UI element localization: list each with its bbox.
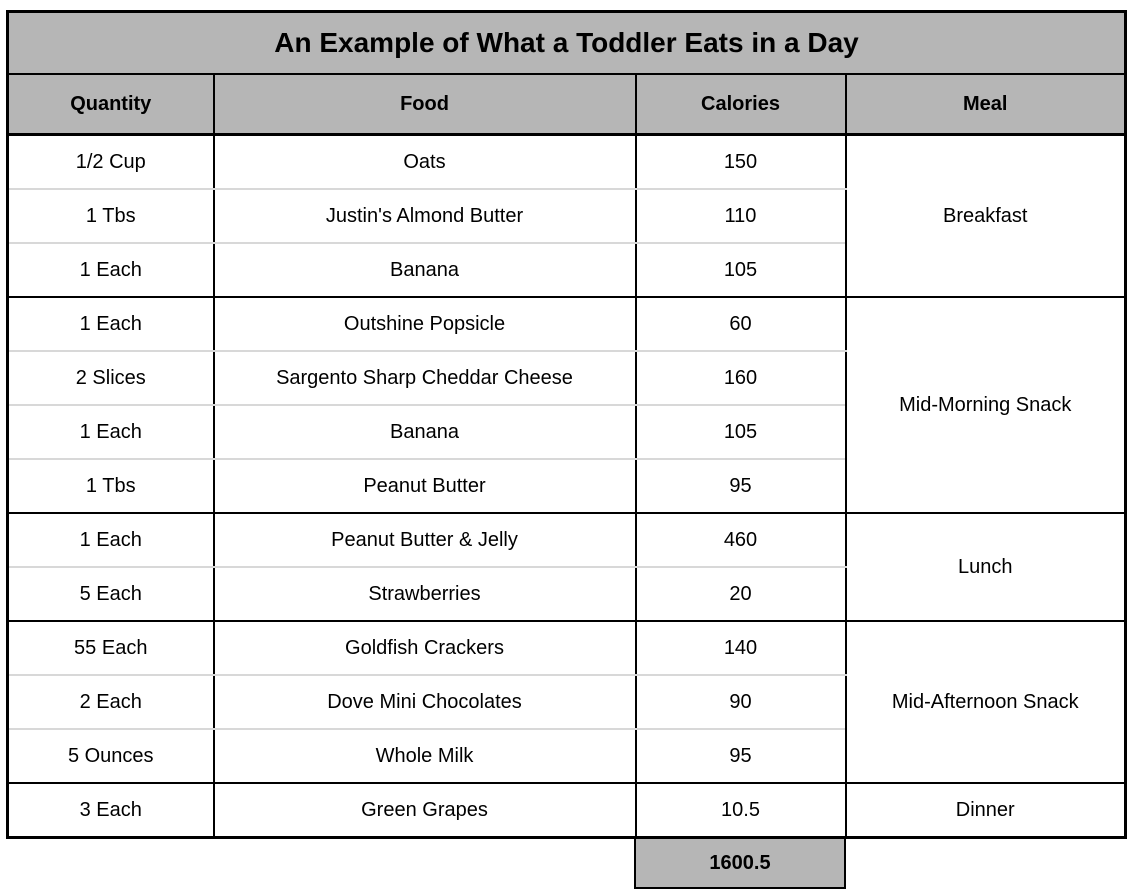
cell-food: Outshine Popsicle: [212, 297, 637, 352]
cell-calories: 160: [634, 351, 847, 406]
cell-food: Peanut Butter & Jelly: [212, 513, 637, 568]
cell-calories: 460: [634, 513, 847, 568]
meal-group-cell: Dinner: [844, 783, 1127, 838]
column-header-calories: Calories: [634, 74, 847, 136]
table-row: 2 Each Dove Mini Chocolates 90: [6, 675, 1126, 730]
page-title: An Example of What a Toddler Eats in a D…: [7, 11, 1126, 75]
cell-food: Green Grapes: [212, 783, 637, 838]
cell-food: Banana: [212, 243, 637, 298]
cell-food: Peanut Butter: [212, 459, 637, 514]
table-row: 55 Each Goldfish Crackers 140 Mid-Aftern…: [6, 621, 1127, 784]
cell-food: Strawberries: [212, 567, 637, 622]
meal-group-cell: Mid-Afternoon Snack: [844, 621, 1127, 784]
title-row: An Example of What a Toddler Eats in a D…: [7, 11, 1126, 75]
table-row: 1 Each Banana 105: [6, 243, 1126, 298]
total-row: 1600.5: [6, 839, 1124, 889]
meal-group-cell: Mid-Morning Snack: [844, 297, 1127, 514]
cell-food: Sargento Sharp Cheddar Cheese: [212, 351, 637, 406]
cell-food: Whole Milk: [212, 729, 637, 784]
cell-food: Dove Mini Chocolates: [212, 675, 637, 730]
table-row: 5 Ounces Whole Milk 95: [6, 729, 1126, 784]
cell-quantity: 1 Each: [6, 297, 215, 352]
cell-quantity: 1/2 Cup: [6, 134, 215, 190]
cell-calories: 95: [634, 729, 847, 784]
cell-quantity: 5 Ounces: [6, 729, 215, 784]
column-header-food: Food: [212, 74, 637, 136]
table-row: 1 Each Peanut Butter & Jelly 460 Lunch: [6, 513, 1127, 622]
cell-quantity: 5 Each: [6, 567, 215, 622]
cell-calories: 95: [634, 459, 847, 514]
table-row: 1 Tbs Peanut Butter 95: [6, 459, 1126, 514]
table-row: 1 Each Banana 105: [6, 405, 1126, 460]
toddler-diet-sheet: An Example of What a Toddler Eats in a D…: [6, 10, 1127, 889]
table-row: 1 Tbs Justin's Almond Butter 110: [6, 189, 1126, 244]
meal-group-cell: Breakfast: [844, 134, 1127, 298]
cell-quantity: 1 Tbs: [6, 459, 215, 514]
meal-group-cell: Lunch: [844, 513, 1127, 622]
cell-quantity: 2 Each: [6, 675, 215, 730]
cell-calories: 105: [634, 405, 847, 460]
cell-calories: 105: [634, 243, 847, 298]
column-header-row: Quantity Food Calories Meal: [6, 74, 1127, 136]
meal-table: An Example of What a Toddler Eats in a D…: [6, 10, 1127, 839]
cell-calories: 110: [634, 189, 847, 244]
cell-calories: 60: [634, 297, 847, 352]
cell-calories: 20: [634, 567, 847, 622]
cell-calories: 90: [634, 675, 847, 730]
cell-food: Oats: [212, 134, 637, 190]
cell-food: Justin's Almond Butter: [212, 189, 637, 244]
table-row: 5 Each Strawberries 20: [6, 567, 1126, 622]
cell-food: Banana: [212, 405, 637, 460]
calories-total-cell: 1600.5: [634, 839, 846, 889]
cell-calories: 150: [634, 134, 847, 190]
cell-quantity: 3 Each: [6, 783, 215, 838]
cell-calories: 10.5: [634, 783, 847, 838]
column-header-quantity: Quantity: [6, 74, 215, 136]
table-row: 1/2 Cup Oats 150 Breakfast: [6, 134, 1127, 298]
cell-quantity: 2 Slices: [6, 351, 215, 406]
table-row: 1 Each Outshine Popsicle 60 Mid-Morning …: [6, 297, 1127, 514]
table-row: 3 Each Green Grapes 10.5 Dinner: [6, 783, 1127, 838]
cell-quantity: 1 Each: [6, 243, 215, 298]
cell-quantity: 1 Each: [6, 405, 215, 460]
column-header-meal: Meal: [844, 74, 1127, 136]
cell-quantity: 55 Each: [6, 621, 215, 676]
cell-quantity: 1 Tbs: [6, 189, 215, 244]
cell-quantity: 1 Each: [6, 513, 215, 568]
cell-food: Goldfish Crackers: [212, 621, 637, 676]
table-row: 2 Slices Sargento Sharp Cheddar Cheese 1…: [6, 351, 1126, 406]
cell-calories: 140: [634, 621, 847, 676]
